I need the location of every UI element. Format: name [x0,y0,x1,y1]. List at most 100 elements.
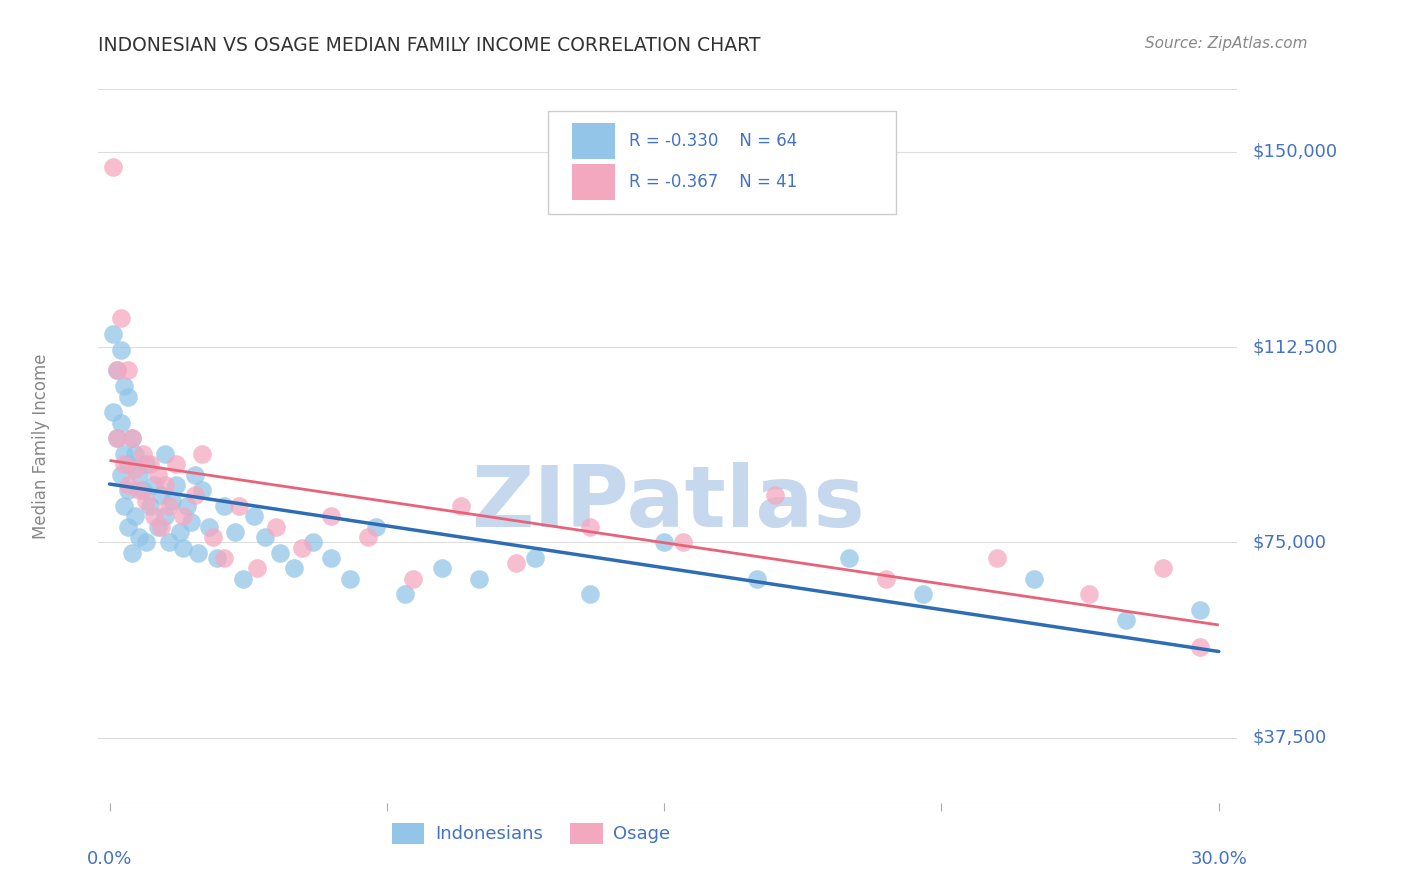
Point [128,530,150,544]
Point [112,379,135,393]
Point [105,431,128,445]
Point [1152,561,1174,575]
Point [763,488,786,502]
Point [1078,587,1101,601]
Point [302,535,325,549]
Point [523,551,546,566]
Text: 0.0%: 0.0% [87,850,132,868]
Point [124,447,146,461]
Bar [572,123,616,159]
Point [121,431,143,445]
Text: Source: ZipAtlas.com: Source: ZipAtlas.com [1144,36,1308,51]
Point [117,363,139,377]
Point [321,509,343,524]
Point [505,556,527,570]
Point [357,530,380,544]
Point [1022,572,1045,586]
Text: $112,500: $112,500 [1253,338,1337,356]
Point [103,161,125,175]
Point [110,343,132,357]
Point [394,587,416,601]
Point [132,483,155,498]
Point [121,431,143,445]
Point [105,363,128,377]
Point [180,515,202,529]
Text: R = -0.330    N = 64: R = -0.330 N = 64 [628,132,797,150]
Point [139,499,162,513]
Point [117,478,139,492]
Point [103,326,125,341]
Point [652,535,675,549]
Point [146,467,169,482]
Point [212,499,235,513]
Point [112,499,135,513]
Point [128,483,150,498]
Point [745,572,768,586]
Point [321,551,343,566]
Point [153,509,176,524]
Point [246,561,269,575]
Point [579,520,602,534]
Point [176,499,198,513]
Point [402,572,425,586]
Text: INDONESIAN VS OSAGE MEDIAN FAMILY INCOME CORRELATION CHART: INDONESIAN VS OSAGE MEDIAN FAMILY INCOME… [98,36,761,54]
Point [191,447,214,461]
Point [128,467,150,482]
Point [468,572,491,586]
Text: Median Family Income: Median Family Income [32,353,51,539]
Text: ZIPatlas: ZIPatlas [471,461,865,545]
Legend: Indonesians, Osage: Indonesians, Osage [385,815,678,851]
Point [579,587,602,601]
Point [202,530,225,544]
Point [269,546,291,560]
Point [157,535,180,549]
Point [283,561,305,575]
Point [187,546,209,560]
Point [142,478,165,492]
Point [228,499,250,513]
Point [242,509,264,524]
Point [339,572,361,586]
Point [232,572,254,586]
Point [105,363,128,377]
Point [911,587,934,601]
Point [117,457,139,471]
Point [205,551,228,566]
Text: 30.0%: 30.0% [1191,850,1247,868]
Point [135,493,157,508]
Point [112,457,135,471]
Point [110,311,132,326]
Point [112,447,135,461]
Point [1189,603,1212,617]
Point [172,509,194,524]
Point [165,457,187,471]
Text: $75,000: $75,000 [1253,533,1326,551]
Text: $150,000: $150,000 [1253,143,1337,161]
Point [117,520,139,534]
Point [124,509,146,524]
Point [124,462,146,476]
Point [183,467,205,482]
Point [135,535,157,549]
Point [191,483,214,498]
Point [139,457,162,471]
Point [291,541,314,555]
Text: $37,500: $37,500 [1253,729,1326,747]
Point [212,551,235,566]
Point [150,488,173,502]
Point [364,520,387,534]
Point [121,546,143,560]
Point [875,572,897,586]
Text: R = -0.367    N = 41: R = -0.367 N = 41 [628,173,797,191]
Point [117,483,139,498]
FancyBboxPatch shape [548,111,896,214]
Point [135,457,157,471]
Point [264,520,287,534]
Point [1189,640,1212,654]
Point [153,447,176,461]
Point [146,520,169,534]
Point [110,416,132,430]
Point [117,390,139,404]
Point [672,535,695,549]
Point [183,488,205,502]
